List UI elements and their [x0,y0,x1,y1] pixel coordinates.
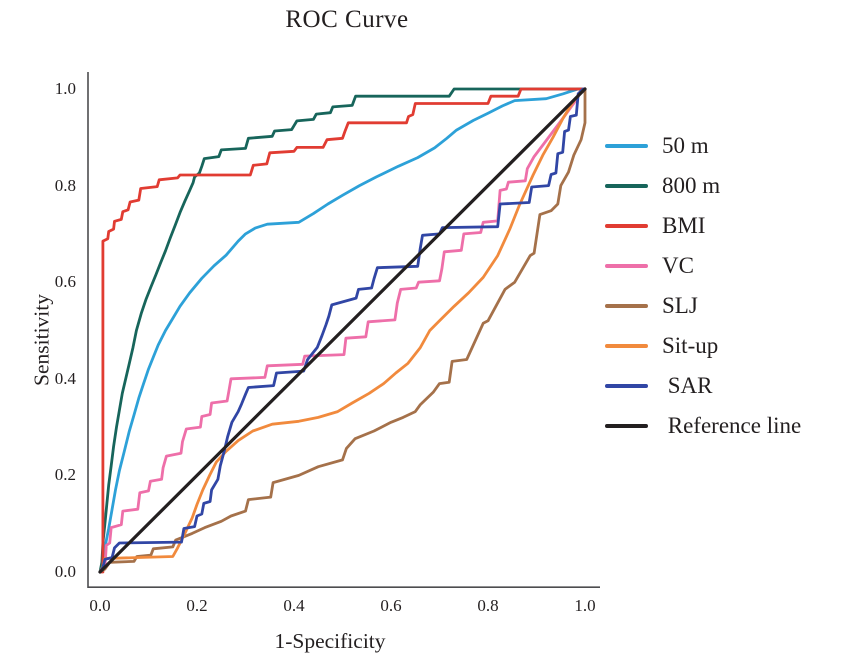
legend-item-reference-line: Reference line [605,406,801,446]
legend-swatch-sit-up [605,344,648,348]
x-axis-title: 1-Specificity [274,629,386,653]
plot-area [87,72,600,589]
curve-800-m [98,87,587,574]
y-tick-0.6: 0.6 [54,272,76,292]
legend-label-reference-line: Reference line [662,413,802,438]
legend-label-slj: SLJ [662,293,698,318]
legend-swatch-reference-line [605,424,648,428]
legend: 50 m 800 m BMI VC SLJ Sit-up SAR Reference li… [605,126,801,446]
x-tick-0.6: 0.6 [380,596,402,615]
legend-swatch-bmi [605,224,648,228]
x-tick-0.8: 0.8 [477,596,499,615]
curve-bmi [98,87,587,574]
legend-label-bmi: BMI [662,213,706,238]
legend-label-800-m: 800 m [662,173,721,198]
legend-item-sit-up: Sit-up [605,326,801,366]
legend-swatch-800-m [605,184,648,188]
legend-item-sar: SAR [605,366,801,406]
x-tick-0.0: 0.0 [89,596,111,615]
legend-item-bmi: BMI [605,206,801,246]
legend-item-50-m: 50 m [605,126,801,166]
legend-swatch-slj [605,304,648,308]
curve-vc [98,87,587,574]
legend-item-slj: SLJ [605,286,801,326]
curve-reference-line [98,87,587,574]
legend-swatch-sar [605,384,648,388]
y-tick-0.4: 0.4 [54,368,76,388]
curve-50-m [98,87,587,574]
y-tick-0.8: 0.8 [54,175,76,195]
legend-item-vc: VC [605,246,801,286]
x-tick-1.0: 1.0 [574,596,596,615]
roc-curves [98,87,587,574]
legend-label-sit-up: Sit-up [662,333,719,358]
legend-label-sar: SAR [662,373,713,398]
y-tick-1.0: 1.0 [54,79,76,98]
chart-title: ROC Curve [285,6,409,33]
y-tick-0.0: 0.0 [54,562,76,581]
legend-swatch-vc [605,264,648,268]
legend-label-vc: VC [662,253,694,278]
legend-label-50-m: 50 m [662,133,709,158]
legend-swatch-50-m [605,144,648,148]
curve-sit-up [98,87,587,574]
legend-item-800-m: 800 m [605,166,801,206]
x-tick-0.4: 0.4 [283,596,305,615]
y-tick-0.2: 0.2 [54,465,76,485]
x-tick-0.2: 0.2 [186,596,208,615]
curve-sar [98,87,587,574]
